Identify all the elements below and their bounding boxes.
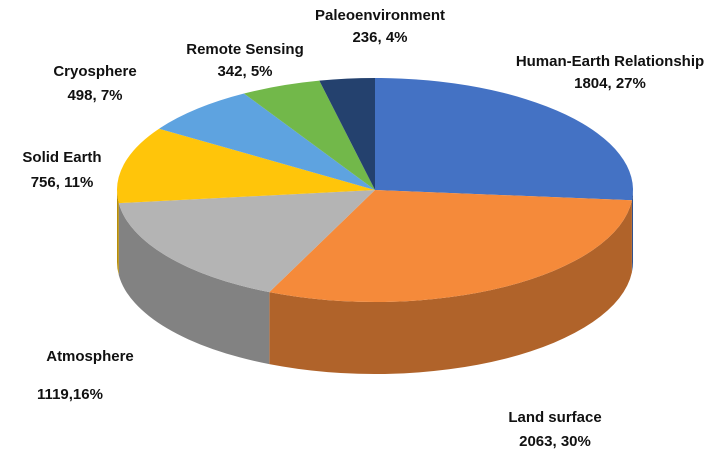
slice bbox=[159, 93, 375, 190]
slice-label: Human-Earth Relationship bbox=[516, 53, 704, 70]
slice bbox=[116, 128, 375, 204]
slice-side bbox=[118, 203, 270, 365]
slice bbox=[319, 78, 375, 190]
slice-label: Remote Sensing bbox=[186, 41, 304, 58]
slice bbox=[375, 78, 634, 201]
value-label: 2063, 30% bbox=[519, 433, 591, 450]
slice-label: Land surface bbox=[508, 409, 601, 426]
value-label: 756, 11% bbox=[31, 174, 94, 191]
value-label: 1804, 27% bbox=[574, 75, 646, 92]
slice bbox=[118, 190, 375, 293]
value-label: 498, 7% bbox=[67, 87, 122, 104]
slice-side bbox=[269, 200, 632, 374]
slice-side bbox=[631, 190, 633, 273]
slice-label: Solid Earth bbox=[22, 149, 101, 166]
slice-label: Paleoenvironment bbox=[315, 7, 445, 24]
value-label: 236, 4% bbox=[352, 29, 407, 46]
slice bbox=[243, 80, 375, 190]
slice-label: Cryosphere bbox=[53, 63, 136, 80]
slice bbox=[269, 190, 632, 302]
slice-side bbox=[117, 190, 119, 276]
value-label: 1119,16% bbox=[37, 386, 103, 403]
value-label: 342, 5% bbox=[217, 63, 272, 80]
slice-label: Atmosphere bbox=[46, 348, 134, 365]
